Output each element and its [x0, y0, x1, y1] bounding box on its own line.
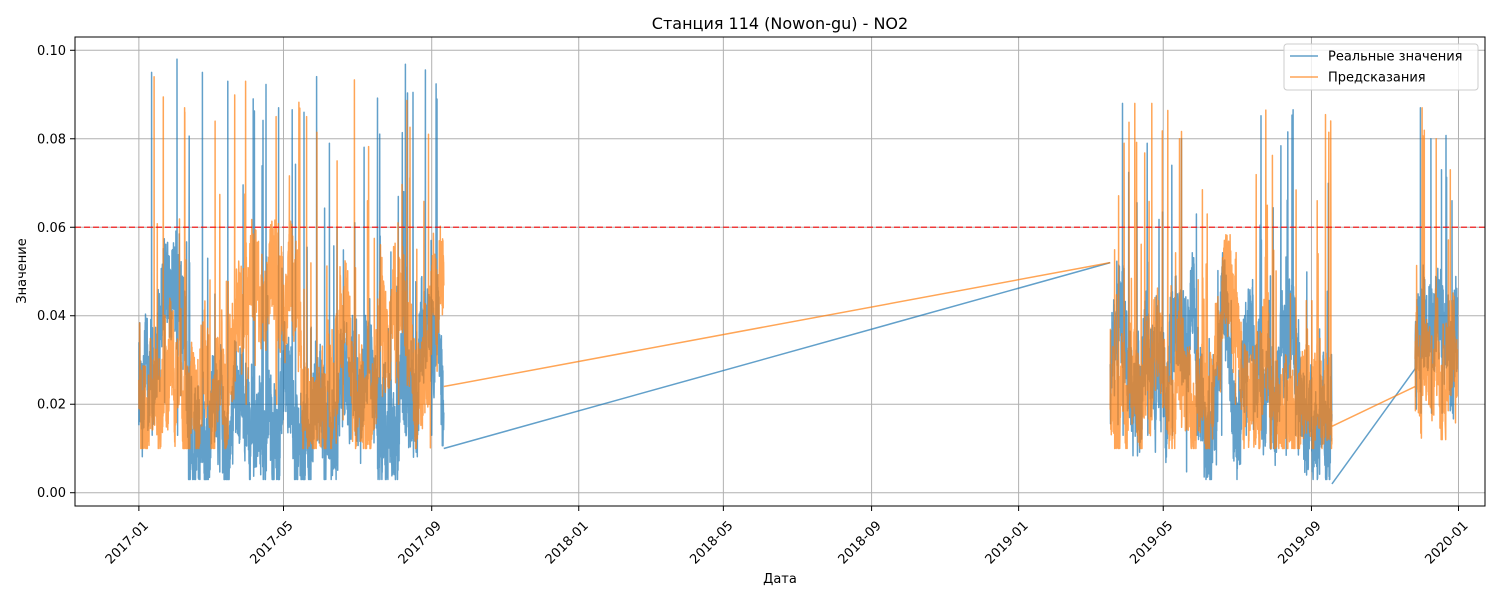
series-segment-2 — [1414, 107, 1459, 441]
y-tick-label: 0.02 — [37, 398, 66, 413]
x-tick-label: 2019-01 — [983, 518, 1032, 567]
x-tick-label: 2018-05 — [687, 518, 736, 567]
series-segment-0 — [138, 58, 445, 481]
series-connector — [443, 261, 1111, 388]
x-tick-label: 2017-05 — [248, 518, 297, 567]
series-connector — [1331, 385, 1416, 428]
y-tick-label: 0.08 — [37, 132, 66, 147]
legend-label: Предсказания — [1328, 71, 1426, 86]
y-tick-label: 0.06 — [37, 221, 66, 236]
y-axis: 0.00 0.02 0.04 0.06 0.08 0.10 — [37, 44, 75, 501]
series-segment-1 — [1109, 102, 1333, 481]
x-tick-label: 2018-01 — [543, 518, 592, 567]
x-tick-label: 2017-01 — [103, 518, 152, 567]
x-axis: 2017-01 2017-05 2017-09 2018-01 2018-05 2018-… — [103, 506, 1472, 567]
x-tick-label: 2018-09 — [836, 518, 885, 567]
series-connector — [443, 261, 1111, 450]
series-predicted — [138, 76, 1459, 450]
series-segment-1 — [1109, 102, 1333, 450]
series-layer — [138, 58, 1459, 485]
series-segment-0 — [138, 76, 445, 450]
y-tick-label: 0.10 — [37, 44, 66, 59]
y-tick-label: 0.00 — [37, 486, 66, 501]
y-tick-label: 0.04 — [37, 309, 66, 324]
plot-frame — [74, 36, 1486, 507]
legend-box — [1283, 43, 1479, 91]
x-tick-label: 2020-01 — [1423, 518, 1472, 567]
x-tick-label: 2019-09 — [1275, 518, 1324, 567]
legend-label: Реальные значения — [1328, 50, 1463, 65]
x-tick-label: 2019-05 — [1127, 518, 1176, 567]
y-axis-label: Значение — [15, 238, 30, 303]
series-connector — [1331, 368, 1416, 485]
x-tick-label: 2017-09 — [396, 518, 445, 567]
chart-title: Станция 114 (Nowon-gu) - NO2 — [652, 14, 908, 33]
x-axis-label: Дата — [763, 572, 797, 587]
legend: Реальные значения Предсказания — [1283, 43, 1479, 91]
